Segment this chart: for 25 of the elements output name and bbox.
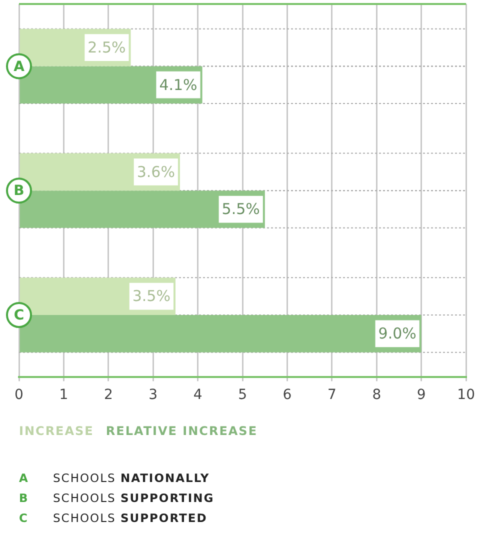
data-label: 3.6% bbox=[136, 162, 175, 181]
data-label: 2.5% bbox=[88, 38, 126, 56]
text: A SCHOOLS NATIONALLY bbox=[19, 471, 210, 485]
text: B SCHOOLS SUPPORTING bbox=[19, 491, 214, 505]
text: INCREASE bbox=[19, 424, 94, 438]
x-tick-label: 8 bbox=[372, 387, 382, 404]
x-tick-label: 0 bbox=[14, 387, 24, 404]
x-tick-label: 4 bbox=[193, 387, 202, 404]
data-label: 5.5% bbox=[222, 200, 260, 218]
data-label: 9.0% bbox=[378, 324, 416, 343]
x-tick-label: 6 bbox=[282, 387, 292, 404]
x-tick-label: 3 bbox=[148, 387, 158, 404]
text: C SCHOOLS SUPPORTED bbox=[19, 511, 208, 525]
x-tick-label: 7 bbox=[328, 387, 336, 404]
x-tick-label: 2 bbox=[104, 387, 113, 404]
y-tick-label: B bbox=[14, 183, 24, 200]
text: RELATIVE INCREASE bbox=[106, 424, 258, 438]
x-tick-label: 9 bbox=[416, 387, 426, 404]
x-tick-label: 10 bbox=[457, 387, 476, 404]
x-tick-label: 5 bbox=[238, 387, 248, 404]
x-tick-label: 1 bbox=[59, 387, 68, 404]
y-tick-label: A bbox=[14, 58, 25, 75]
data-label: 3.5% bbox=[132, 287, 170, 306]
y-tick-label: C bbox=[14, 308, 24, 324]
data-label: 4.1% bbox=[159, 76, 198, 94]
